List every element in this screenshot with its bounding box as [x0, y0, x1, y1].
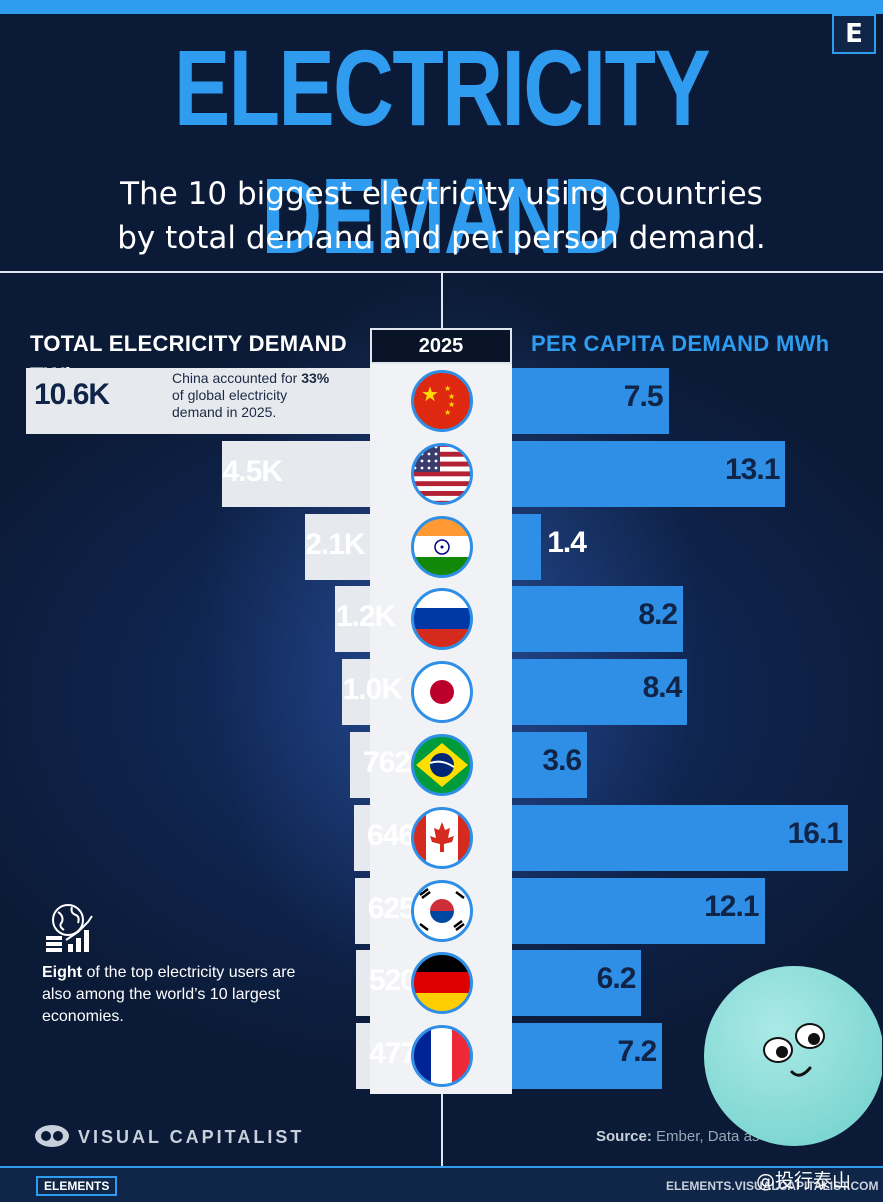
per-capita-bar-russia [512, 586, 684, 653]
elements-url: ELEMENTS.VISUALCAPITALIST.COM [666, 1179, 879, 1193]
japan-flag-icon [410, 660, 474, 724]
svg-text:★: ★ [444, 408, 451, 417]
visual-capitalist-logo-icon [34, 1124, 70, 1152]
right-axis-title: PER CAPITA DEMAND MWh [531, 331, 830, 356]
total-demand-label-south-korea: 625 [367, 891, 416, 925]
total-demand-label-russia: 1.2K [335, 600, 396, 634]
china-annotation-share: 33% [301, 370, 330, 386]
per-capita-label-japan: 8.4 [642, 671, 683, 705]
usa-flag-icon [410, 442, 474, 506]
per-capita-label-india: 1.4 [547, 525, 587, 559]
total-demand-bar-india [304, 513, 370, 580]
subtitle-line-2: by total demand and per person demand. [117, 220, 766, 256]
china-flag-icon: ★ ★ ★ ★ ★ [410, 369, 474, 433]
subtitle: The 10 biggest electricity using countri… [0, 172, 883, 260]
svg-text:★: ★ [448, 400, 455, 409]
economies-annotation-bold: Eight [42, 964, 82, 981]
total-demand-bar-united-states [222, 440, 370, 507]
svg-text:★: ★ [421, 382, 439, 406]
total-demand-bar-brazil [350, 732, 370, 798]
brand-name: VISUAL CAPITALIST [78, 1127, 305, 1147]
per-capita-label-russia: 8.2 [638, 598, 678, 632]
total-demand-label-brazil: 762 [363, 746, 411, 779]
watermark: @投行泰山 [756, 1170, 852, 1192]
per-capita-bar-south-korea [512, 877, 765, 944]
per-capita-label-south-korea: 12.1 [704, 889, 759, 923]
per-capita-bar-china [512, 368, 669, 434]
total-demand-label-france: 477 [368, 1037, 417, 1071]
germany-flag-icon [410, 951, 474, 1015]
per-capita-label-united-states: 13.1 [725, 452, 780, 486]
page-title: ELECTRICITY DEMAND [173, 27, 711, 276]
per-capita-label-france: 7.2 [617, 1035, 658, 1069]
total-demand-label-united-states: 4.5K [222, 454, 283, 488]
south-korea-flag-icon [410, 879, 474, 943]
india-flag-icon [410, 515, 474, 579]
total-demand-bar-japan [342, 659, 370, 726]
total-demand-label-canada: 646 [366, 818, 415, 852]
top-accent-bar [0, 0, 883, 14]
source-label: Source: [596, 1128, 652, 1145]
per-capita-bar-canada [512, 804, 848, 871]
per-capita-bar-brazil [512, 732, 588, 798]
subtitle-line-1: The 10 biggest electricity using countri… [120, 176, 763, 212]
per-capita-label-germany: 6.2 [596, 962, 637, 996]
elements-logo: E [832, 14, 876, 54]
china-annotation-line-2: of global electricity [172, 387, 288, 403]
per-capita-bar-japan [512, 659, 688, 726]
china-annotation-line-3: demand in 2025. [172, 404, 277, 420]
svg-text:★: ★ [448, 392, 455, 401]
economies-annotation-text: of the top electricity users are also am… [42, 964, 296, 1025]
total-demand-label-india: 2.1K [305, 527, 365, 561]
total-demand-label-japan: 1.0K [342, 673, 403, 707]
china-annotation: China accounted for 33% of global electr… [172, 370, 362, 421]
economies-annotation: Eight of the top electricity users are a… [42, 962, 302, 1028]
china-annotation-prefix: China accounted for [172, 370, 302, 386]
total-demand-bar-south-korea [354, 877, 370, 944]
total-demand-bar-canada [354, 804, 370, 871]
per-capita-bar-france [512, 1023, 663, 1090]
canada-flag-icon [410, 806, 474, 870]
per-capita-label-canada: 16.1 [787, 816, 843, 850]
france-flag-icon [410, 1024, 474, 1088]
brazil-flag-icon [410, 733, 474, 797]
elements-badge: ELEMENTS [36, 1176, 118, 1196]
mascot-sticker-icon [702, 960, 883, 1154]
year-label: 2025 [370, 328, 512, 364]
per-capita-label-china: 7.5 [623, 380, 664, 413]
total-demand-bar-russia [335, 586, 370, 653]
footer-bar [0, 1166, 883, 1202]
globe-coins-chart-icon [44, 902, 96, 956]
svg-text:★: ★ [444, 384, 451, 393]
total-demand-label-germany: 520 [368, 964, 417, 998]
per-capita-bar-united-states [512, 440, 786, 507]
per-capita-bar-india [512, 513, 542, 580]
per-capita-label-brazil: 3.6 [542, 744, 582, 777]
total-demand-bar-china [26, 368, 370, 434]
total-demand-bar-france [356, 1023, 370, 1090]
total-demand-label-china: 10.6K [34, 378, 110, 411]
left-axis-title: TOTAL ELECRICITY DEMAND TWh [30, 331, 347, 388]
total-demand-bar-germany [356, 950, 370, 1017]
per-capita-bar-germany [512, 950, 642, 1017]
russia-flag-icon [410, 587, 474, 651]
